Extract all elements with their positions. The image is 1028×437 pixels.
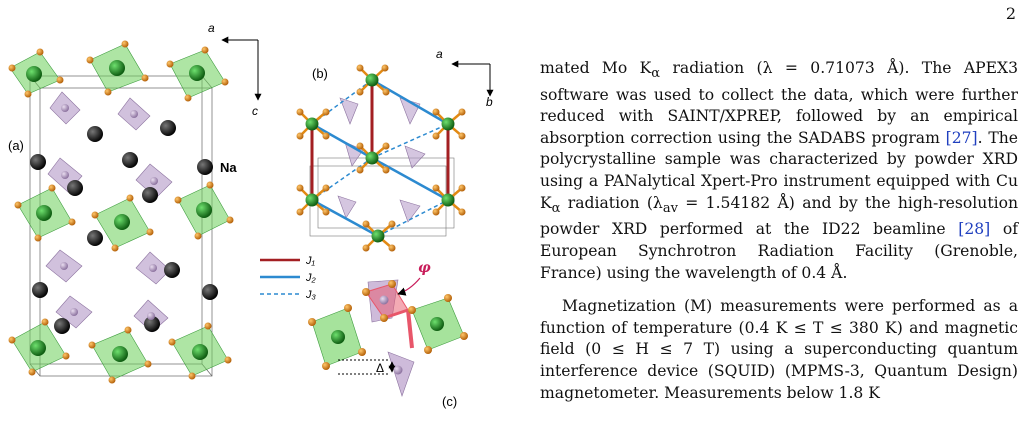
phi-label: φ <box>418 260 431 276</box>
p-atoms-c <box>379 295 403 375</box>
p1-sub-alpha-1: α <box>651 66 661 82</box>
paragraph-2: Magnetization (M) measurements were perf… <box>540 297 1018 402</box>
exchange-legend: J₁ J₂ J₃ <box>260 255 317 301</box>
citation-27[interactable]: [27] <box>945 128 978 147</box>
p1-run-2: radiation (λ = 0.71073 Å). The APEX3 sof… <box>540 59 1018 147</box>
oxygen-atoms-a <box>8 40 234 384</box>
unit-cell-b <box>309 157 455 237</box>
delta-marker <box>338 359 396 375</box>
panel-b-label: (b) <box>312 66 328 81</box>
axis-b-label: b <box>486 95 493 109</box>
p1-run-3: . The polycrystalline sample was charact… <box>540 128 1018 212</box>
panel-a-label: (a) <box>8 138 24 153</box>
delta-label: Δ <box>376 361 384 375</box>
crystal-structure-figure: (a) a c <box>0 0 505 437</box>
p1-run-4: radiation (λ <box>560 193 663 212</box>
p1-run-5: = 1.54182 Å) and by the high-resolution … <box>540 193 1019 239</box>
p1-run-6: of European Synchrotron Radiation Facili… <box>540 220 1018 282</box>
p-atoms-a <box>60 104 158 320</box>
legend-j2-label: J₂ <box>305 272 317 284</box>
citation-28[interactable]: [28] <box>958 220 991 239</box>
p1-run-1: mated Mo K <box>540 59 652 77</box>
panel-a: (a) a c <box>8 21 262 384</box>
p1-sub-av: av <box>662 200 678 216</box>
panel-c: φ Δ (c) <box>308 260 468 409</box>
axis-c-label: c <box>252 104 258 118</box>
legend-j3-label: J₃ <box>305 289 317 301</box>
paragraph-1: mated Mo Kα radiation (λ = 0.71073 Å). T… <box>540 58 1018 284</box>
body-text: mated Mo Kα radiation (λ = 0.71073 Å). T… <box>540 58 1018 404</box>
na-label: Na <box>220 160 237 175</box>
p1-sub-alpha-2: α <box>551 200 561 216</box>
tetrahedra-b <box>337 97 426 223</box>
exchange-bonds <box>310 78 450 238</box>
axis-a-label: a <box>208 21 215 35</box>
panel-c-label: (c) <box>442 394 457 409</box>
sodium-atoms-a <box>30 120 218 334</box>
figure-canvas: (a) a c <box>8 21 494 409</box>
axis-a-label-b: a <box>436 47 443 61</box>
tm-atoms-a <box>26 60 212 362</box>
panel-b: (b) a b <box>296 47 494 252</box>
oxygen-atoms-c <box>308 280 468 370</box>
page-number: 2 <box>1005 4 1016 23</box>
oxygen-atoms-b <box>296 64 466 252</box>
tm-atoms-b <box>305 73 455 243</box>
legend-j1-label: J₁ <box>305 255 316 267</box>
tm-atoms-c <box>331 317 444 344</box>
